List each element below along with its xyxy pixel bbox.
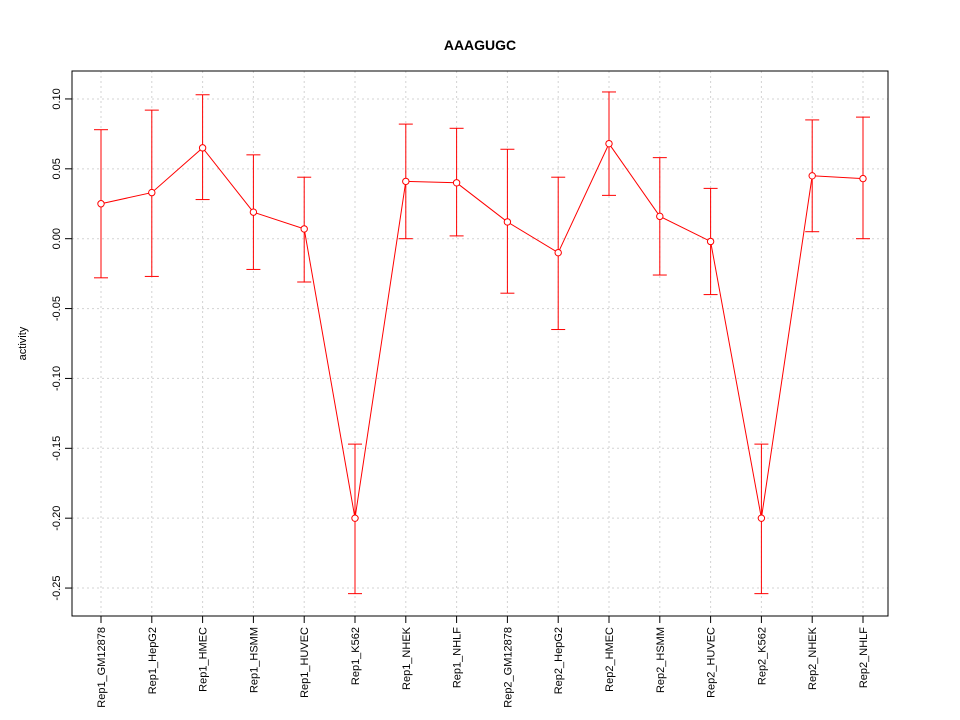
data-point (249, 208, 258, 216)
y-tick-label: -0.05 (51, 296, 63, 321)
y-tick-label: -0.20 (51, 506, 63, 531)
series (94, 91, 870, 595)
y-tick-label: -0.15 (51, 436, 63, 461)
x-tick-label: Rep1_K562 (350, 627, 362, 685)
data-point (402, 177, 410, 186)
data-point (351, 514, 359, 522)
data-point (757, 514, 766, 522)
data-point (198, 144, 207, 152)
data-point (300, 225, 308, 233)
data-point (554, 248, 562, 257)
data-point (605, 139, 613, 148)
data-point (503, 218, 512, 226)
x-tick-label: Rep1_HMEC (198, 627, 210, 692)
x-gridlines (100, 71, 864, 616)
y-axis-label: activity (17, 326, 29, 360)
chart-title: AAAGUGC (444, 37, 516, 53)
x-tick-label: Rep2_HMEC (604, 627, 616, 692)
y-tick-label: 0.10 (51, 88, 63, 109)
x-tick-label: Rep2_HUVEC (706, 627, 718, 698)
x-tick-label: Rep1_HSMM (248, 627, 260, 693)
x-tick-label: Rep1_HepG2 (147, 627, 159, 694)
x-tick-label: Rep2_NHEK (807, 626, 819, 690)
y-tick-label: 0.00 (51, 228, 63, 249)
y-tick-label: -0.10 (51, 366, 63, 391)
x-tick-label: Rep2_NHLF (858, 627, 870, 688)
x-tick-label: Rep2_HepG2 (553, 627, 565, 694)
y-gridlines (72, 98, 888, 589)
data-point (452, 179, 461, 187)
y-axis: -0.25 -0.20 -0.15 -0.10 -0.05 0.00 0.05 0.10 (51, 88, 72, 601)
x-tick-label: Rep1_GM12878 (96, 627, 108, 708)
x-tick-label: Rep1_NHEK (401, 626, 413, 690)
data-point (808, 172, 816, 180)
series-line (100, 142, 864, 519)
x-tick-label: Rep2_GM12878 (502, 627, 514, 708)
x-tick-label: Rep1_NHLF (452, 627, 464, 688)
data-point (148, 188, 156, 197)
data-point (97, 200, 105, 208)
x-axis: Rep1_GM12878 Rep1_HepG2 Rep1_HMEC Rep1_HSMM… (96, 616, 870, 708)
y-tick-label: -0.25 (51, 576, 63, 601)
x-tick-label: Rep2_HSMM (655, 627, 667, 693)
data-point (706, 237, 715, 246)
plot-frame (71, 70, 889, 617)
data-point (656, 212, 664, 221)
y-tick-label: 0.05 (51, 158, 63, 179)
x-tick-label: Rep1_HUVEC (299, 627, 311, 698)
x-tick-label: Rep2_K562 (756, 627, 768, 685)
data-point (859, 174, 867, 183)
